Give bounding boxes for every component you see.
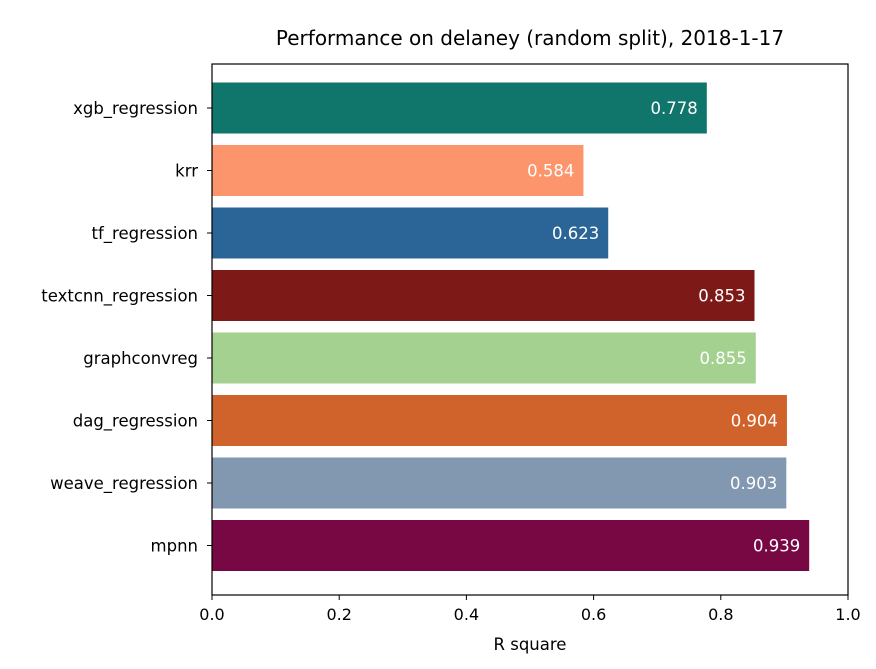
x-axis-label: R square	[494, 635, 567, 654]
y-tick-label: mpnn	[151, 537, 198, 556]
bar-value-label: 0.584	[527, 162, 574, 181]
bar-value-label: 0.904	[731, 412, 778, 431]
plot-frame	[211, 63, 849, 596]
bar-textcnn-regression	[212, 270, 755, 321]
y-tick-label: graphconvreg	[83, 349, 198, 368]
y-tick-label: xgb_regression	[73, 99, 198, 119]
x-tick-label: 0.0	[199, 605, 224, 624]
y-tick-label: krr	[175, 162, 198, 181]
bar-graphconvreg	[212, 332, 756, 384]
bar-weave-regression	[212, 457, 787, 509]
bar-value-label: 0.778	[651, 99, 698, 118]
x-tick-label: 0.6	[581, 605, 606, 624]
bar-value-label: 0.903	[730, 474, 777, 493]
chart-title: Performance on delaney (random split), 2…	[276, 26, 784, 50]
y-tick-label: textcnn_regression	[41, 287, 198, 307]
value-labels-layer: 0.778 0.584 0.623 0.853 0.855 0.904 0.903 0.939	[527, 99, 800, 556]
bar-tf-regression	[212, 207, 609, 259]
y-tick-label: weave_regression	[50, 474, 198, 494]
bar-value-label: 0.623	[552, 224, 599, 243]
bar-value-label: 0.853	[698, 287, 745, 306]
bar-dag-regression	[212, 395, 787, 446]
bars-layer	[212, 82, 810, 571]
bar-krr	[212, 145, 584, 196]
x-axis-ticks: 0.0 0.2 0.4 0.6 0.8 1.0	[199, 595, 861, 624]
y-tick-label: tf_regression	[92, 224, 198, 244]
y-tick-label: dag_regression	[73, 412, 198, 432]
x-tick-label: 0.8	[708, 605, 733, 624]
bar-xgb-regression	[212, 82, 707, 134]
bar-value-label: 0.855	[700, 349, 747, 368]
x-tick-label: 1.0	[835, 605, 860, 624]
x-tick-label: 0.2	[326, 605, 351, 624]
x-tick-label: 0.4	[454, 605, 479, 624]
bar-value-label: 0.939	[753, 537, 800, 556]
bar-mpnn	[212, 520, 810, 571]
